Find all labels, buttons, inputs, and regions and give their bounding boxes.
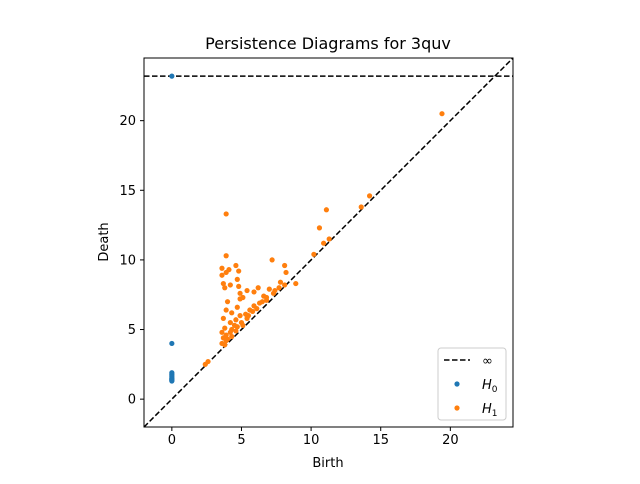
legend-box (437, 347, 507, 421)
y-tick-label: 15 (119, 184, 136, 199)
chart-title: Persistence Diagrams for 3quv (205, 34, 451, 53)
point-h1 (205, 358, 211, 365)
point-h0 (169, 73, 175, 79)
point-h1 (251, 289, 257, 295)
legend-marker-swatch (454, 381, 460, 387)
point-h1 (277, 279, 284, 285)
point-h1 (223, 269, 229, 276)
x-tick-label: 20 (442, 433, 459, 448)
point-h1 (272, 287, 278, 294)
point-h0 (169, 340, 175, 347)
legend-marker-swatch (454, 405, 460, 411)
point-h1 (224, 336, 231, 342)
point-h1 (266, 286, 272, 292)
point-h1 (321, 240, 327, 246)
point-h1 (220, 315, 226, 321)
point-h1 (233, 317, 239, 323)
point-h1 (223, 253, 229, 259)
point-h1 (227, 282, 233, 288)
point-h1 (219, 272, 225, 278)
point-h1 (224, 299, 231, 305)
point-h1 (222, 342, 228, 348)
point-h1 (358, 204, 364, 210)
legend-entry-label: H1 (482, 402, 498, 419)
point-h1 (276, 285, 282, 291)
point-h1 (229, 310, 235, 316)
y-axis-label: Death (97, 222, 112, 261)
point-h0 (169, 378, 175, 384)
point-h1 (222, 285, 228, 291)
point-h1 (323, 207, 330, 213)
point-h1 (236, 268, 242, 274)
point-h1 (233, 328, 239, 334)
plot-area: 0 5 10 15 20 0 5 10 15 20 (119, 57, 514, 448)
point-h1 (220, 280, 226, 287)
legend-entry-label: H0 (482, 378, 498, 395)
point-h1 (233, 262, 239, 269)
axes-frame (143, 57, 514, 428)
point-h1 (254, 306, 260, 312)
point-h1 (250, 308, 256, 315)
legend: ∞ H0 H1 (437, 347, 507, 421)
y-tick-label: 20 (119, 114, 136, 129)
point-h1 (236, 283, 242, 289)
legend-entry-label: ∞ (482, 354, 493, 369)
point-h1 (263, 294, 270, 301)
point-h1 (234, 304, 240, 310)
point-h1 (255, 285, 261, 291)
point-h1 (237, 313, 243, 319)
point-h1 (326, 236, 332, 242)
x-tick-label: 5 (237, 433, 245, 448)
point-h1 (245, 313, 252, 319)
y-tick-label: 10 (119, 253, 136, 268)
point-h1 (316, 225, 323, 231)
point-h1 (269, 257, 275, 263)
point-h1 (237, 290, 243, 296)
point-h1 (219, 329, 225, 335)
x-tick-label: 10 (303, 433, 320, 448)
point-h1 (227, 319, 233, 326)
point-h1 (219, 265, 225, 271)
point-h1 (227, 329, 233, 335)
point-h1 (240, 294, 246, 301)
point-h1 (293, 280, 299, 287)
point-h1 (229, 333, 235, 340)
point-h1 (366, 193, 373, 199)
x-axis-label: Birth (312, 456, 343, 471)
point-h1 (223, 211, 229, 217)
point-h1 (240, 322, 246, 328)
point-h1 (282, 282, 288, 288)
y-tick-label: 5 (128, 323, 136, 338)
point-h1 (231, 322, 238, 328)
point-h1 (234, 276, 240, 282)
point-h1 (223, 307, 229, 313)
x-tick-label: 0 (168, 433, 176, 448)
point-h1 (283, 269, 289, 276)
y-tick-label: 0 (128, 393, 136, 408)
x-tick-label: 15 (372, 433, 389, 448)
point-h1 (259, 299, 265, 305)
point-h1 (282, 262, 288, 269)
point-h1 (439, 111, 445, 117)
point-h1 (244, 287, 250, 294)
point-h1 (222, 325, 228, 331)
diagonal-line (144, 58, 513, 427)
point-h1 (311, 251, 317, 257)
